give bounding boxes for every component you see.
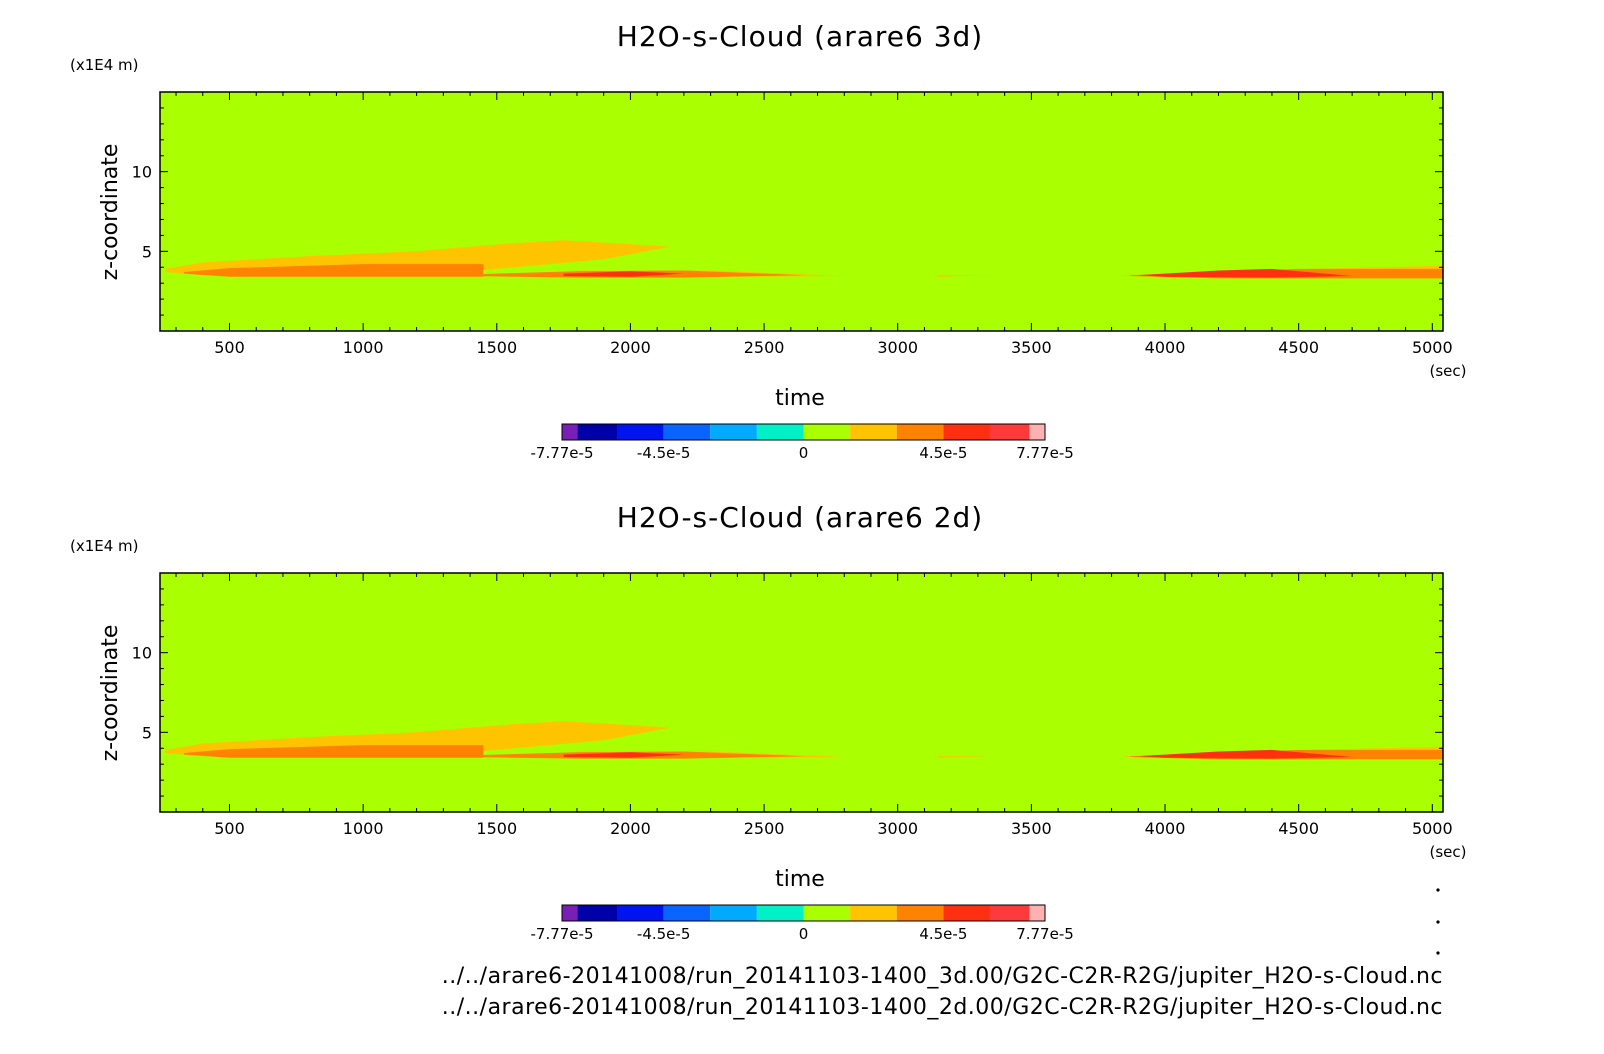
colorbar-frame bbox=[561, 423, 1046, 441]
x-tick-label: 1500 bbox=[476, 338, 517, 357]
colorbar-bin bbox=[562, 905, 578, 921]
x-tick-label: 1000 bbox=[343, 338, 384, 357]
x-tick-label: 500 bbox=[214, 338, 245, 357]
colorbar-bin bbox=[803, 424, 851, 440]
x-tick-label: 3500 bbox=[1011, 819, 1052, 838]
colorbar-bin bbox=[562, 424, 578, 440]
colorbar: -7.77e-5 -4.5e-5 0 4.5e-5 7.77e-5 bbox=[531, 904, 1074, 943]
x-tick-label: 5000 bbox=[1412, 819, 1453, 838]
colorbar-bin bbox=[577, 905, 618, 921]
y-axis-label: z-coordinate bbox=[98, 625, 123, 762]
panel-2d: H2O-s-Cloud (arare6 2d) (x1E4 m) z-coord… bbox=[70, 501, 1467, 943]
x-tick-label: 2000 bbox=[610, 819, 651, 838]
contour-region bbox=[937, 275, 992, 277]
colorbar-tick-label: 4.5e-5 bbox=[919, 925, 967, 943]
x-tick-label: 4000 bbox=[1145, 819, 1186, 838]
x-tick-label: 4500 bbox=[1278, 338, 1319, 357]
marker-dot bbox=[1436, 888, 1440, 892]
y-unit-label: (x1E4 m) bbox=[70, 537, 139, 555]
y-tick-labels: 5 10 bbox=[132, 107, 1443, 316]
x-axis-label: time bbox=[775, 867, 825, 892]
x-tick-label: 3500 bbox=[1011, 338, 1052, 357]
colorbar-tick-label: -4.5e-5 bbox=[637, 444, 690, 462]
footer-file-path-2d: ../../arare6-20141008/run_20141103-1400_… bbox=[442, 995, 1443, 1020]
field-background bbox=[160, 92, 1443, 331]
colorbar-tick-label: 7.77e-5 bbox=[1016, 444, 1074, 462]
colorbar-bin bbox=[756, 424, 804, 440]
contour-region bbox=[184, 264, 484, 277]
chart-title: H2O-s-Cloud (arare6 3d) bbox=[617, 20, 983, 53]
colorbar-bin bbox=[710, 905, 757, 921]
colorbar-tick-label: 0 bbox=[799, 444, 809, 462]
colorbar-bin bbox=[896, 424, 944, 440]
contour-region bbox=[1138, 268, 1353, 278]
x-axis-label: time bbox=[775, 386, 825, 411]
colorbar-bin bbox=[710, 424, 757, 440]
plot-area bbox=[159, 572, 1444, 813]
x-tick-label: 2000 bbox=[610, 338, 651, 357]
colorbar-bin bbox=[989, 424, 1030, 440]
colorbar-bin bbox=[577, 424, 618, 440]
x-unit-label: (sec) bbox=[1430, 843, 1467, 861]
colorbar-bin bbox=[663, 424, 711, 440]
x-tick-label: 1500 bbox=[476, 819, 517, 838]
colorbar-tick-label: -7.77e-5 bbox=[531, 925, 594, 943]
colorbar-bin bbox=[663, 905, 711, 921]
footer-file-path-3d: ../../arare6-20141008/run_20141103-1400_… bbox=[442, 964, 1443, 989]
colorbar-tick-label: -7.77e-5 bbox=[531, 444, 594, 462]
colorbar-bin bbox=[617, 905, 664, 921]
x-tick-label: 5000 bbox=[1412, 338, 1453, 357]
panel-3d: H2O-s-Cloud (arare6 3d) (x1E4 m) z-coord… bbox=[70, 20, 1467, 462]
x-tick-label: 3000 bbox=[877, 338, 918, 357]
colorbar: -7.77e-5 -4.5e-5 0 4.5e-5 7.77e-5 bbox=[531, 423, 1074, 462]
x-unit-label: (sec) bbox=[1430, 362, 1467, 380]
colorbar-tick-label: -4.5e-5 bbox=[637, 925, 690, 943]
colorbar-bin bbox=[989, 905, 1030, 921]
colorbar-bin bbox=[803, 905, 851, 921]
marker-dot bbox=[1436, 951, 1440, 955]
colorbar-bin bbox=[850, 905, 897, 921]
x-tick-label: 4500 bbox=[1278, 819, 1319, 838]
y-tick-label: 10 bbox=[132, 163, 152, 182]
contour-region bbox=[184, 745, 484, 758]
colorbar-bin bbox=[943, 424, 990, 440]
colorbar-bin bbox=[1029, 424, 1045, 440]
y-tick-label: 5 bbox=[142, 242, 152, 261]
colorbar-tick-label: 4.5e-5 bbox=[919, 444, 967, 462]
marker-dot bbox=[1436, 920, 1440, 924]
colorbar-bin bbox=[896, 905, 944, 921]
contour-region bbox=[563, 271, 684, 277]
y-tick-label: 10 bbox=[132, 644, 152, 663]
colorbar-bin bbox=[756, 905, 804, 921]
colorbar-tick-label: 0 bbox=[799, 925, 809, 943]
chart-title: H2O-s-Cloud (arare6 2d) bbox=[617, 501, 983, 534]
plot-frame bbox=[159, 572, 1444, 813]
x-tick-label: 3000 bbox=[877, 819, 918, 838]
plot-area bbox=[159, 91, 1444, 332]
colorbar-frame bbox=[561, 904, 1046, 922]
y-tick-labels: 5 10 bbox=[132, 588, 1443, 797]
x-tick-label: 4000 bbox=[1145, 338, 1186, 357]
colorbar-tick-label: 7.77e-5 bbox=[1016, 925, 1074, 943]
x-tick-labels: 500 1000 1500 2000 2500 3000 3500 4000 4500 5000 bbox=[175, 92, 1453, 357]
y-unit-label: (x1E4 m) bbox=[70, 56, 139, 74]
x-tick-label: 1000 bbox=[343, 819, 384, 838]
plot-frame bbox=[159, 91, 1444, 332]
colorbar-bin bbox=[1029, 905, 1045, 921]
colorbar-bin bbox=[617, 424, 664, 440]
contour-region bbox=[1138, 749, 1353, 759]
y-axis-label: z-coordinate bbox=[98, 144, 123, 281]
contour-region bbox=[563, 752, 684, 758]
colorbar-bin bbox=[943, 905, 990, 921]
colorbar-bin bbox=[850, 424, 897, 440]
y-tick-label: 5 bbox=[142, 723, 152, 742]
x-tick-labels: 500 1000 1500 2000 2500 3000 3500 4000 4500 5000 bbox=[175, 573, 1453, 838]
field-background bbox=[160, 573, 1443, 812]
x-tick-label: 500 bbox=[214, 819, 245, 838]
x-tick-label: 2500 bbox=[744, 819, 785, 838]
x-tick-label: 2500 bbox=[744, 338, 785, 357]
contour-region bbox=[937, 756, 992, 758]
